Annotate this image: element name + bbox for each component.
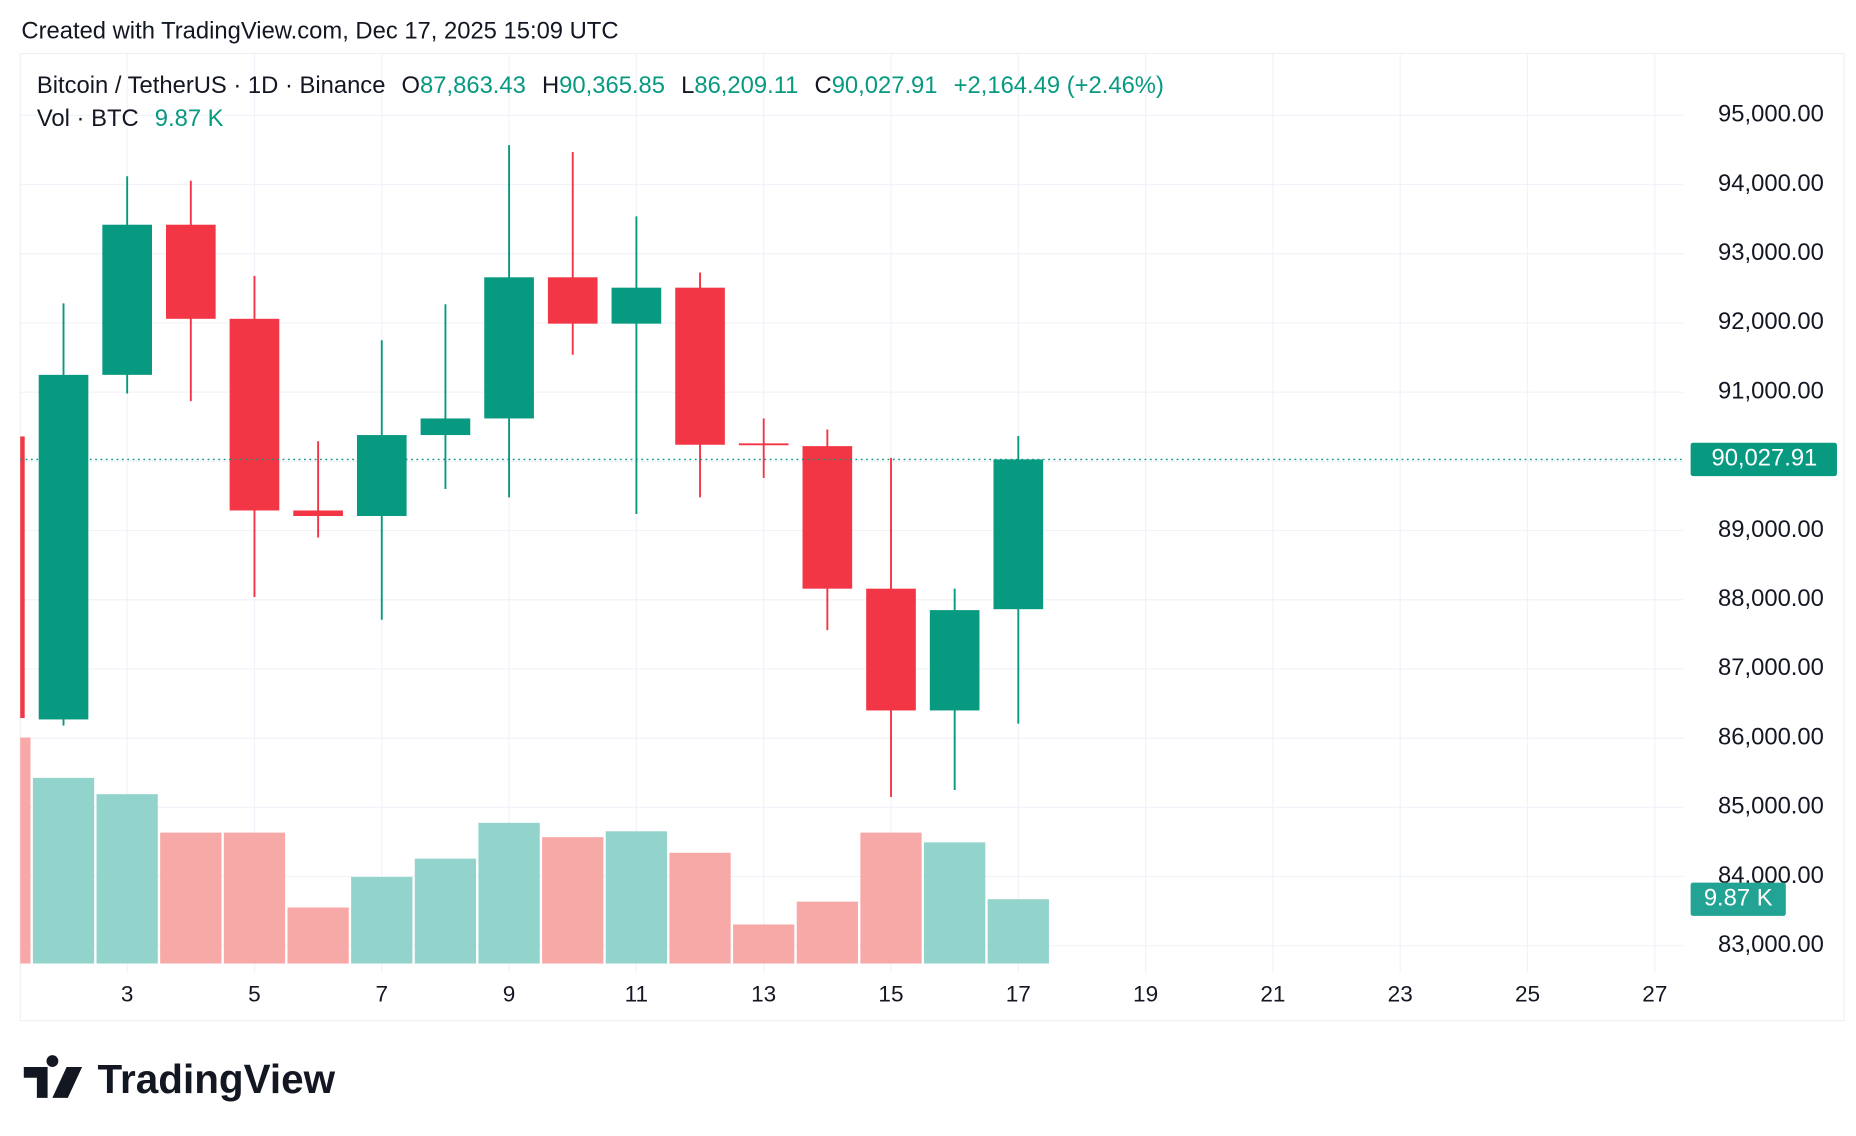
- ohlc-key: L: [681, 72, 694, 99]
- volume-bar: [223, 832, 286, 964]
- volume-tag-label: 9.87 K: [1704, 885, 1773, 912]
- volume-bar: [796, 901, 858, 964]
- volume-bar: [987, 899, 1049, 964]
- candle-body: [738, 443, 789, 446]
- candle-body: [802, 446, 853, 589]
- candle-body: [229, 318, 280, 511]
- x-tick-label: 23: [1388, 982, 1413, 1007]
- volume-bar: [414, 858, 477, 964]
- candle-body: [165, 224, 216, 319]
- logo-icon: [23, 1055, 83, 1098]
- volume-bar: [478, 822, 540, 964]
- candle-body: [866, 588, 916, 711]
- candle-body: [293, 510, 343, 517]
- logo-text: TradingView: [98, 1056, 336, 1102]
- candle-body: [993, 459, 1044, 610]
- volume-bar: [32, 777, 95, 964]
- volume-bar: [669, 852, 731, 964]
- price-tag: [1690, 442, 1837, 477]
- y-tick-label: 94,000.00: [1718, 170, 1824, 197]
- y-tick-label: 86,000.00: [1718, 723, 1824, 750]
- price-tag-label: 90,027.91: [1711, 445, 1817, 472]
- volume-bar: [351, 876, 413, 964]
- x-tick-label: 5: [248, 982, 261, 1007]
- x-tick-label: 15: [878, 982, 903, 1007]
- plot-area: [20, 145, 1049, 964]
- candle-body: [484, 277, 534, 419]
- candle-body: [929, 610, 980, 711]
- ohlc-value: 90,027.91: [832, 72, 938, 99]
- candle-body: [547, 277, 598, 324]
- y-tick-label: 92,000.00: [1718, 308, 1824, 335]
- volume-bar: [160, 832, 222, 964]
- ohlc-value: 86,209.11: [694, 72, 798, 99]
- volume-name: Vol · BTC: [37, 105, 139, 132]
- volume-value: 9.87 K: [155, 105, 224, 132]
- y-tick-label: 87,000.00: [1718, 654, 1824, 681]
- candle-body: [102, 224, 152, 375]
- created-note: Created with TradingView.com, Dec 17, 20…: [21, 17, 618, 44]
- y-tick-label: 88,000.00: [1718, 585, 1824, 612]
- x-tick-label: 3: [121, 982, 134, 1007]
- x-tick-label: 13: [751, 982, 776, 1007]
- ohlc-key: O: [402, 72, 421, 99]
- candle-body: [20, 436, 25, 719]
- ohlc-value: 90,365.85: [559, 72, 665, 99]
- x-tick-label: 17: [1006, 982, 1031, 1007]
- logo: TradingView: [23, 1055, 336, 1102]
- y-tick-label: 83,000.00: [1718, 931, 1824, 958]
- y-tick-label: 89,000.00: [1718, 516, 1824, 543]
- candle-body: [420, 418, 471, 436]
- volume-bar: [924, 842, 986, 964]
- x-tick-label: 9: [503, 982, 516, 1007]
- candle-body: [38, 374, 89, 720]
- ohlc-key: H: [542, 72, 559, 99]
- x-tick-label: 11: [625, 982, 648, 1007]
- ohlc-key: C: [815, 72, 832, 99]
- volume-bar: [542, 837, 604, 964]
- y-tick-label: 85,000.00: [1718, 793, 1824, 820]
- y-tick-label: 93,000.00: [1718, 239, 1824, 266]
- candle-body: [611, 287, 662, 324]
- x-tick-label: 21: [1260, 982, 1285, 1007]
- volume-bar: [605, 831, 668, 964]
- volume-bar: [287, 907, 349, 964]
- x-tick-label: 25: [1515, 982, 1540, 1007]
- ohlc-value: 87,863.43: [420, 72, 526, 99]
- change-value: +2,164.49 (+2.46%): [954, 72, 1164, 99]
- x-tick-label: 7: [375, 982, 388, 1007]
- volume-bar: [860, 832, 922, 964]
- legend-line: Bitcoin / TetherUS · 1D · Binance O87,86…: [37, 72, 1164, 99]
- candle-body: [356, 435, 407, 517]
- candle-body: [675, 287, 725, 445]
- volume-bar: [733, 924, 795, 964]
- volume-legend: Vol · BTC 9.87 K: [37, 105, 224, 132]
- x-tick-label: 27: [1642, 982, 1667, 1007]
- x-tick-label: 19: [1133, 982, 1158, 1007]
- volume-bar: [20, 737, 31, 964]
- axes: 83,000.0084,000.0085,000.0086,000.0087,0…: [20, 101, 1837, 1007]
- y-tick-label: 91,000.00: [1718, 377, 1824, 404]
- volume-tag: [1690, 882, 1786, 916]
- symbol-title: Bitcoin / TetherUS · 1D · Binance: [37, 72, 386, 99]
- y-tick-label: 95,000.00: [1718, 101, 1824, 128]
- volume-bar: [96, 794, 158, 964]
